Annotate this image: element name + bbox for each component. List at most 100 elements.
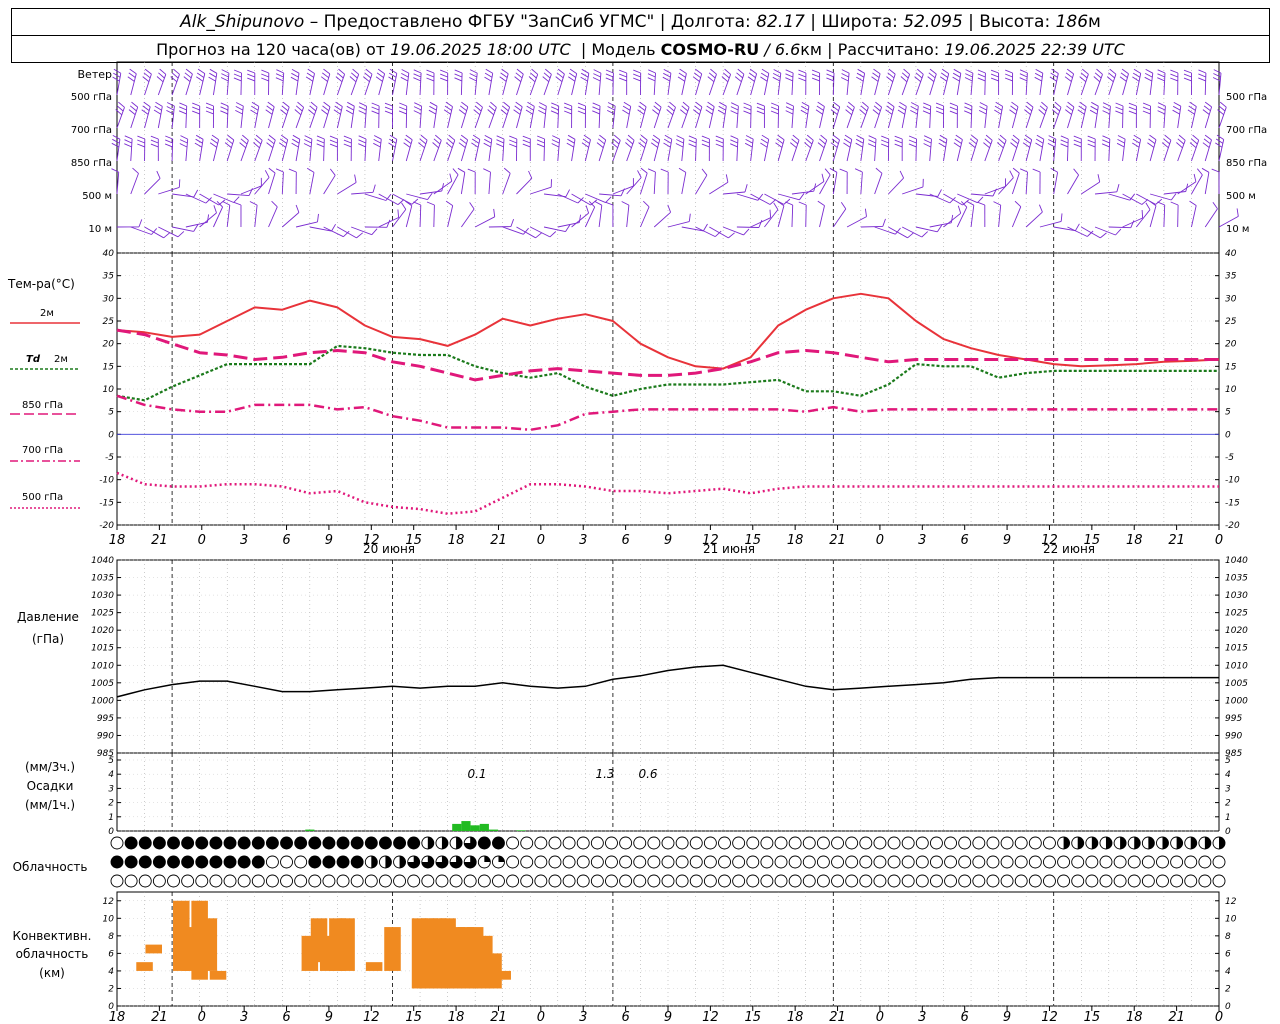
wind-barb-feather: [358, 135, 367, 140]
wind-barb-feather: [990, 73, 999, 78]
wind-barb-feather: [844, 134, 853, 140]
wind-barb-feather: [545, 68, 552, 75]
cloud-fill: [1190, 837, 1197, 850]
wind-barb-feather: [990, 77, 999, 82]
y-tick-label: 1000: [1225, 696, 1248, 706]
wind-barb-feather: [144, 68, 152, 75]
cloud-symbol: [633, 836, 647, 850]
cloud-symbol: [590, 874, 604, 888]
wind-barb-feather: [196, 76, 204, 82]
wind-barb-feather: [1215, 138, 1224, 144]
wind-barb-feather: [1149, 200, 1157, 207]
wind-barb-feather: [552, 135, 560, 140]
wind-barb-feather: [112, 135, 121, 140]
wind-barb-feather: [308, 109, 315, 116]
wind-barb-shaft: [254, 177, 270, 195]
wind-barb-shaft: [1177, 181, 1197, 195]
wind-barb-feather: [501, 68, 509, 75]
y-tick-label: 15: [1225, 362, 1237, 372]
wind-barb-feather: [471, 142, 479, 148]
hour-tick-label: 0: [537, 1010, 545, 1024]
wind-barb-feather: [306, 72, 314, 78]
cloud-symbol: [506, 855, 520, 869]
wind-barb-shaft: [888, 226, 908, 239]
wind-barb-feather: [773, 202, 779, 210]
wind-barb-shaft: [488, 172, 491, 195]
wind-barb-feather: [748, 72, 756, 78]
wind-barb-shaft: [1191, 205, 1197, 228]
wind-barb-feather: [426, 73, 435, 78]
wind-barb-feather: [1192, 134, 1199, 141]
wind-barb-shaft: [502, 73, 509, 96]
wind-barb-feather: [426, 69, 435, 74]
wind-barb-feather: [1035, 69, 1044, 74]
cloud-fill: [498, 855, 505, 862]
wind-barb-feather: [1102, 102, 1111, 107]
wind-barb-feather: [1093, 76, 1101, 83]
y-tick-label: 30: [103, 294, 115, 304]
cloud-symbol: [760, 836, 774, 850]
wind-barb-feather: [389, 134, 398, 140]
wind-barb-feather: [537, 135, 545, 140]
wind-barb-shaft: [1094, 191, 1117, 195]
wind-barb-feather: [605, 201, 614, 206]
wind-barb-feather: [798, 77, 807, 82]
wind-barb-feather: [1212, 77, 1221, 82]
wind-barb-feather: [373, 139, 382, 144]
y-tick-label: 995: [97, 714, 114, 724]
cloud-symbol: [463, 874, 477, 888]
cloud-symbol: [520, 874, 534, 888]
calc-label: | Рассчитано:: [822, 39, 945, 59]
wind-barb-feather: [460, 105, 467, 112]
hour-tick-label: 9: [664, 1010, 672, 1024]
wind-barb-feather: [910, 109, 918, 115]
wind-barb-feather: [385, 193, 392, 201]
hour-tick-label: 15: [405, 1010, 422, 1024]
wind-barb-feather: [725, 174, 729, 183]
wind-barb-feather: [233, 201, 242, 206]
wind-barb-feather: [320, 76, 328, 82]
cloud-fill: [322, 837, 335, 849]
wind-barb-feather: [1145, 69, 1154, 74]
cloud-symbol: [944, 874, 958, 888]
latitude-label: | Широта:: [804, 12, 904, 32]
cloud-fill: [153, 837, 166, 849]
wind-barb-feather: [1005, 73, 1013, 78]
wind-barb-feather: [898, 105, 906, 111]
wind-barb-feather: [887, 72, 895, 79]
wind-barb-shaft: [723, 191, 746, 195]
wind-barb-feather: [592, 102, 601, 107]
wind-barb-feather: [251, 101, 260, 107]
wind-barb-feather: [551, 139, 560, 144]
wind-barb-feather: [747, 76, 755, 82]
y-tick-label: 5: [1225, 756, 1231, 766]
y-tick-label: 3: [1225, 784, 1231, 794]
cloud-symbol: [576, 836, 590, 850]
wind-barb-feather: [429, 105, 437, 111]
cloud-symbol: [251, 874, 265, 888]
wind-barb-feather: [543, 72, 551, 79]
wind-barb-feather: [965, 69, 974, 74]
y-tick-label: 990: [1225, 731, 1242, 741]
wind-barb-feather: [329, 143, 338, 148]
wind-barb-shaft: [1025, 171, 1028, 195]
wind-barb-feather: [675, 143, 684, 148]
wind-barb-shaft: [1067, 106, 1075, 129]
wind-barb-feather: [112, 138, 120, 144]
wind-barb-feather: [769, 209, 772, 218]
cloud-symbol: [1127, 874, 1141, 888]
wind-barb-shaft: [226, 205, 231, 228]
wind-barb-feather: [1204, 134, 1212, 141]
wind-barb-feather: [800, 109, 809, 115]
temp-series-line: [116, 394, 1219, 432]
cloud-symbol: [873, 874, 887, 888]
wind-barb-feather: [484, 135, 493, 140]
wind-barb-feather: [1060, 213, 1063, 222]
wind-barb-feather: [306, 167, 315, 173]
hour-tick-label: 18: [787, 1010, 804, 1024]
wind-barb-feather: [1216, 134, 1224, 140]
wind-barb-feather: [964, 102, 973, 107]
wind-barb-feather: [113, 72, 121, 78]
wind-barb-feather: [1038, 109, 1045, 116]
wind-barb-feather: [955, 134, 963, 140]
